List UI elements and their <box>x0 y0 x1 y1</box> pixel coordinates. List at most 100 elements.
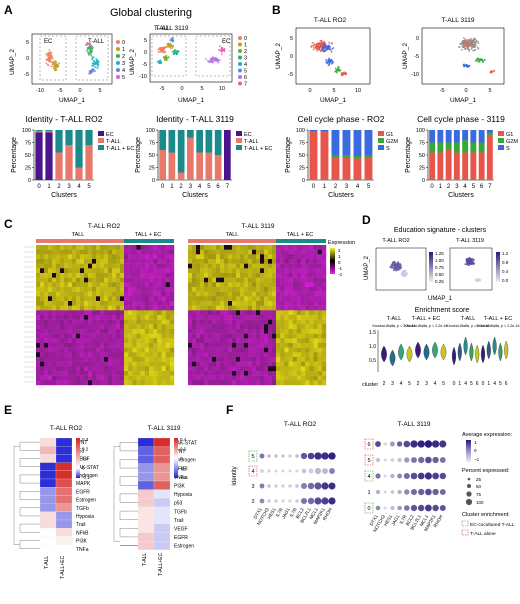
heatmap-cell <box>292 366 298 372</box>
dot <box>375 457 381 463</box>
heatmap-cell <box>204 315 209 320</box>
heatmap-cell <box>56 366 61 372</box>
tick-label: 0 <box>482 381 485 387</box>
dot <box>307 497 315 505</box>
y-axis-label: Identity <box>232 466 238 485</box>
heatmap-title-ro2: T-ALL RO2 <box>50 425 83 432</box>
heatmap-cell <box>36 343 41 348</box>
legend-label: G1 <box>386 132 393 138</box>
heatmap-cell <box>40 343 45 348</box>
heatmap-cell <box>161 375 166 381</box>
heatmap-cell <box>268 329 273 334</box>
heatmap-cell <box>317 263 323 269</box>
dot <box>267 484 271 488</box>
tick-label: 2 <box>417 381 420 387</box>
heatmap-cell <box>305 375 310 381</box>
heatmap-cell <box>216 357 221 362</box>
heatmap-cell <box>204 249 209 255</box>
umap-frame <box>449 247 493 291</box>
heatmap-cell <box>313 319 318 325</box>
heatmap-cell <box>268 282 273 288</box>
heatmap-cell <box>305 319 310 325</box>
heatmap-cell <box>52 375 57 381</box>
tall-box <box>151 35 187 77</box>
heatmap-cell <box>321 347 327 353</box>
umap-point <box>320 48 323 51</box>
heatmap-cell <box>288 287 293 292</box>
legend-tick: −1 <box>474 457 480 462</box>
heatmap-cell <box>169 371 175 376</box>
row-label: TNFa <box>174 475 187 481</box>
heatmap-cell <box>252 329 257 334</box>
heatmap-cell <box>55 478 73 488</box>
heatmap-cell <box>309 273 314 278</box>
heatmap-cell <box>80 352 85 358</box>
colorbar <box>496 252 500 282</box>
heatmap-cell <box>36 254 41 260</box>
umap-point <box>395 265 398 268</box>
heatmap-cell <box>96 324 101 330</box>
heatmap-cell <box>40 315 45 320</box>
heatmap-cell <box>140 371 146 376</box>
dot <box>417 440 425 448</box>
heatmap-cell <box>292 347 298 353</box>
dot <box>267 499 271 503</box>
heatmap-cell <box>280 310 285 316</box>
umap-point <box>467 263 470 266</box>
heatmap-cell <box>80 301 85 306</box>
umap-point <box>168 45 171 48</box>
heatmap-cell <box>192 305 197 311</box>
heatmap-cell <box>72 319 77 325</box>
bar-segment <box>85 130 93 145</box>
heatmap-cell <box>244 315 249 320</box>
heatmap-cell <box>108 347 113 353</box>
tick-label: 0 <box>26 56 29 62</box>
dendrogram-branch <box>19 441 40 451</box>
umap-points <box>156 37 226 65</box>
row-label: Androgen <box>174 458 196 464</box>
heatmap-cell <box>305 329 310 334</box>
heatmap-cell <box>309 343 314 348</box>
bar-segment <box>429 142 436 153</box>
heatmap-cell <box>55 470 73 480</box>
heatmap-cell <box>188 268 193 274</box>
heatmap-cell <box>128 324 133 330</box>
bar-segment <box>453 142 460 153</box>
heatmap-cell <box>157 347 162 353</box>
heatmap-cell <box>248 301 253 306</box>
heatmap-cell <box>128 343 133 348</box>
heatmap-cell <box>36 245 41 250</box>
heatmap-cell <box>72 296 77 302</box>
heatmap-cell <box>284 319 289 325</box>
heatmap-cell <box>112 375 117 381</box>
umap-box-label: T-ALL <box>88 39 105 45</box>
heatmap-cell <box>108 319 113 325</box>
row-label: EGFR <box>174 535 188 541</box>
heatmap-cell <box>224 273 229 278</box>
heatmap-cell <box>248 245 253 250</box>
tick-label: 25 <box>25 166 31 172</box>
heatmap-cell <box>305 338 310 344</box>
umap-point <box>389 265 392 268</box>
heatmap-cell <box>108 380 113 386</box>
heatmap-cell <box>196 315 201 320</box>
dot <box>314 497 322 505</box>
bar-segment <box>429 130 436 143</box>
heatmap-cell <box>244 301 249 306</box>
group-label: TALL + EC <box>135 232 161 238</box>
heatmap-cell <box>276 263 281 269</box>
heatmap-cell <box>240 259 245 264</box>
umap-point <box>318 46 321 49</box>
heatmap-cell <box>153 463 171 473</box>
bar-segment <box>364 157 373 180</box>
heatmap-cell <box>220 268 225 274</box>
panel-d-letter: D <box>362 213 371 227</box>
heatmap-cell <box>96 268 101 274</box>
heatmap-cell <box>272 315 277 320</box>
heatmap-cell <box>296 245 302 250</box>
heatmap-cell <box>56 329 61 334</box>
heatmap-cell <box>260 352 265 358</box>
heatmap-cell <box>284 361 289 367</box>
heatmap-cell <box>149 361 154 367</box>
